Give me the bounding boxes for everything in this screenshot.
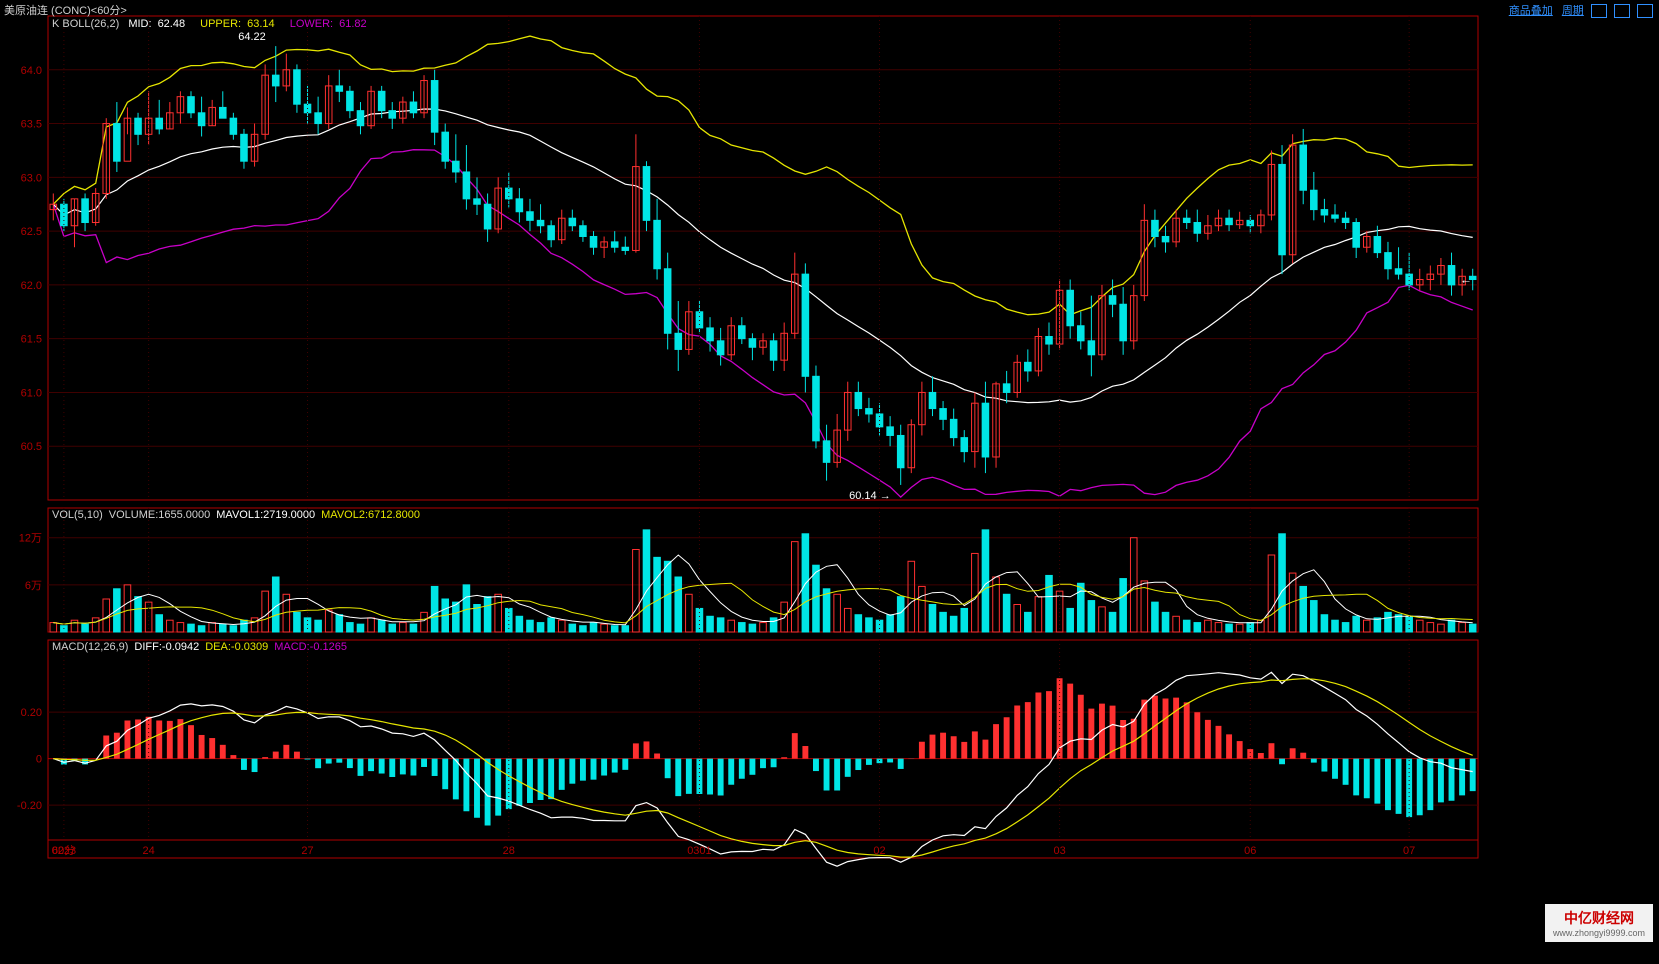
svg-text:0.20: 0.20 xyxy=(21,707,42,719)
toolbar-icon-3[interactable] xyxy=(1637,4,1653,18)
svg-text:63.0: 63.0 xyxy=(21,172,42,184)
chart-canvas: 60.5 61.0 61.5 62.0 62.5 63.0 63.5 64.0 64.22 60.… xyxy=(0,0,1659,964)
svg-text:64.0: 64.0 xyxy=(21,65,42,77)
toolbar-icon-1[interactable] xyxy=(1591,4,1607,18)
svg-text:06: 06 xyxy=(1244,845,1256,857)
top-right-controls: 商品叠加 周期 xyxy=(1503,2,1653,18)
overlay-link[interactable]: 商品叠加 xyxy=(1509,5,1553,17)
svg-text:27: 27 xyxy=(301,845,313,857)
period-link[interactable]: 周期 xyxy=(1562,5,1584,17)
svg-text:03: 03 xyxy=(1053,845,1065,857)
svg-text:63.5: 63.5 xyxy=(21,119,42,131)
svg-text:←: ← xyxy=(1460,273,1472,287)
watermark: 中亿财经网 www.zhongyi9999.com xyxy=(1545,904,1653,942)
svg-text:60.5: 60.5 xyxy=(21,441,42,453)
symbol-title: 美原油连 (CONC)<60分> xyxy=(4,2,127,18)
svg-text:12万: 12万 xyxy=(19,533,42,545)
svg-text:02: 02 xyxy=(873,845,885,857)
svg-text:61.0: 61.0 xyxy=(21,387,42,399)
svg-text:0301: 0301 xyxy=(687,845,711,857)
svg-text:0: 0 xyxy=(36,754,42,766)
vol-legend: VOL(5,10)VOLUME:1655.0000MAVOL1:2719.000… xyxy=(52,509,426,521)
svg-text:07: 07 xyxy=(1403,845,1415,857)
toolbar-icon-2[interactable] xyxy=(1614,4,1630,18)
boll-legend: K BOLL(26,2) MID:62.48 UPPER:63.14 LOWER… xyxy=(52,18,379,30)
svg-text:6万: 6万 xyxy=(25,580,42,592)
svg-text:28: 28 xyxy=(503,845,515,857)
svg-text:64.22: 64.22 xyxy=(238,31,266,43)
svg-text:62.5: 62.5 xyxy=(21,226,42,238)
svg-text:24: 24 xyxy=(143,845,155,857)
macd-legend: MACD(12,26,9)DIFF:-0.0942DEA:-0.0309MACD… xyxy=(52,641,353,653)
svg-text:-0.20: -0.20 xyxy=(17,800,42,812)
svg-text:60.14 →: 60.14 → xyxy=(849,490,891,502)
svg-text:0223: 0223 xyxy=(52,845,76,857)
svg-text:61.5: 61.5 xyxy=(21,334,42,346)
svg-text:62.0: 62.0 xyxy=(21,280,42,292)
